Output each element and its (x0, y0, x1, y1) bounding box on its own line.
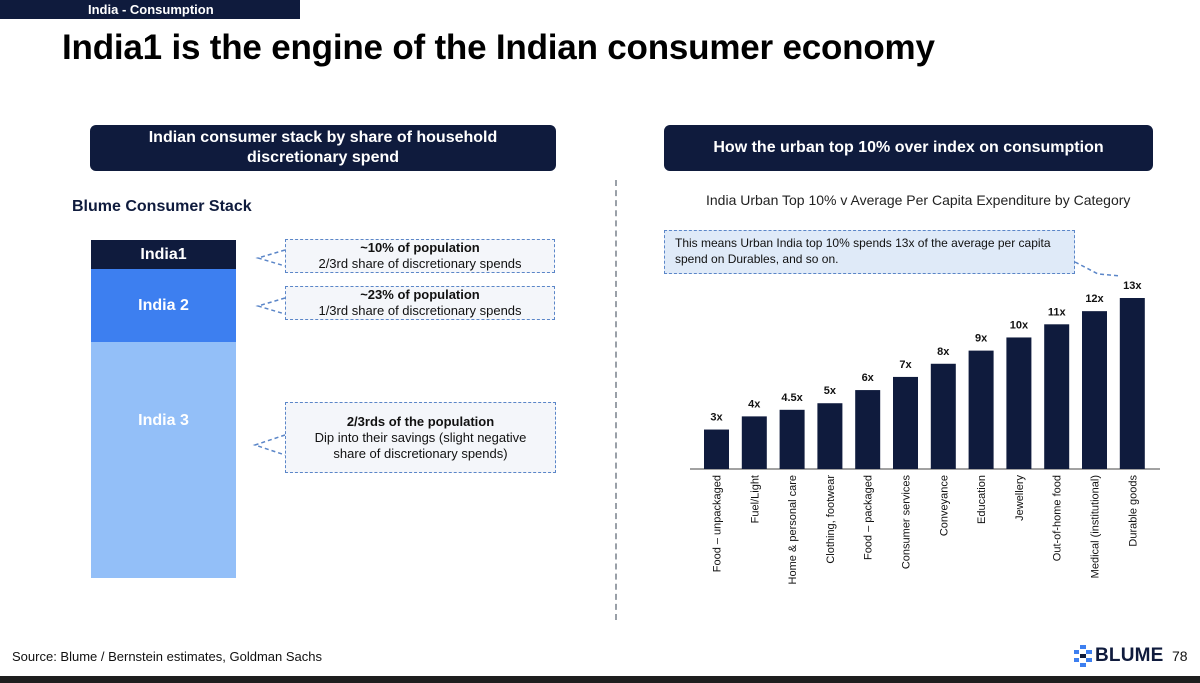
category-label-2: Home & personal care (787, 475, 799, 584)
category-label-1: Fuel/Light (749, 475, 761, 523)
bar-10 (1082, 311, 1107, 469)
category-label-6: Conveyance (938, 475, 950, 536)
data-label-1: 4x (748, 398, 761, 410)
bar-5 (893, 376, 918, 469)
blume-logo-icon (1074, 645, 1092, 667)
bar-2 (779, 409, 805, 469)
callout-detail: 2/3rd share of discretionary spends (318, 256, 522, 271)
data-label-10: 12x (1085, 293, 1104, 305)
right-panel-header-text: How the urban top 10% over index on cons… (713, 139, 1104, 156)
bar-8 (1006, 337, 1032, 469)
data-label-4: 6x (862, 372, 875, 384)
category-label-0: Food – unpackaged (712, 475, 724, 572)
stack-title: Blume Consumer Stack (72, 198, 252, 215)
page-title: India1 is the engine of the Indian consu… (62, 28, 935, 67)
expenditure-bar-chart: 3x Food – unpackaged 4x Fuel/Light 4.5x Home … (690, 261, 1160, 584)
callout-india2: ~23% of population 1/3rd share of discre… (285, 286, 555, 320)
bar-4 (855, 390, 881, 469)
callout-headline: ~10% of population (360, 240, 480, 255)
category-label-8: Jewellery (1014, 475, 1026, 521)
category-label-4: Food – packaged (863, 475, 875, 560)
data-label-8: 10x (1010, 319, 1029, 331)
bottom-bar (0, 676, 1200, 683)
source-note: Source: Blume / Bernstein estimates, Gol… (12, 649, 322, 664)
callout-india3: 2/3rds of the population Dip into their … (285, 402, 556, 473)
left-panel-header-text: Indian consumer stack by share of househ… (148, 129, 498, 166)
data-label-9: 11x (1048, 306, 1067, 318)
blume-logo: BLUME (1074, 645, 1164, 667)
callout-detail: Dip into their savings (slight negative … (314, 429, 527, 461)
data-label-3: 5x (824, 385, 837, 397)
blume-logo-text: BLUME (1095, 645, 1164, 666)
note-pointer (1074, 261, 1121, 277)
page-number: 78 (1172, 648, 1188, 664)
data-label-5: 7x (899, 359, 912, 371)
category-label-5: Consumer services (901, 475, 913, 570)
callout-headline: ~23% of population (360, 287, 480, 302)
category-label-7: Education (976, 475, 988, 524)
callout-headline: 2/3rds of the population (346, 413, 495, 429)
panel-divider (615, 180, 617, 620)
data-label-2: 4.5x (781, 392, 803, 404)
data-label-7: 9x (975, 333, 988, 345)
category-label-10: Medical (institutional) (1090, 475, 1102, 578)
category-label-3: Clothing, footwear (825, 475, 837, 564)
bar-9 (1044, 324, 1070, 469)
stack-segment-india1: India1 (91, 240, 236, 269)
chart-note: This means Urban India top 10% spends 13… (664, 230, 1075, 274)
right-panel-header: How the urban top 10% over index on cons… (664, 125, 1153, 171)
callout-india1: ~10% of population 2/3rd share of discre… (285, 239, 555, 273)
callout-detail: 1/3rd share of discretionary spends (318, 303, 522, 318)
bar-6 (930, 363, 956, 469)
bar-11 (1119, 298, 1145, 469)
left-panel-header: Indian consumer stack by share of househ… (90, 125, 556, 171)
bar-0 (704, 429, 729, 469)
section-tag: India - Consumption (0, 0, 300, 19)
data-label-6: 8x (937, 346, 950, 358)
category-label-9: Out-of-home food (1052, 475, 1064, 561)
data-label-11: 13x (1123, 280, 1142, 292)
bar-3 (817, 403, 843, 469)
bar-7 (968, 350, 994, 469)
callout-pointers (252, 249, 286, 456)
category-label-11: Durable goods (1127, 475, 1139, 547)
chart-title: India Urban Top 10% v Average Per Capita… (706, 192, 1131, 208)
bar-1 (741, 416, 767, 469)
stack-segment-india2: India 2 (91, 269, 236, 342)
data-label-0: 3x (710, 412, 723, 424)
stack-segment-india3: India 3 (91, 342, 236, 578)
